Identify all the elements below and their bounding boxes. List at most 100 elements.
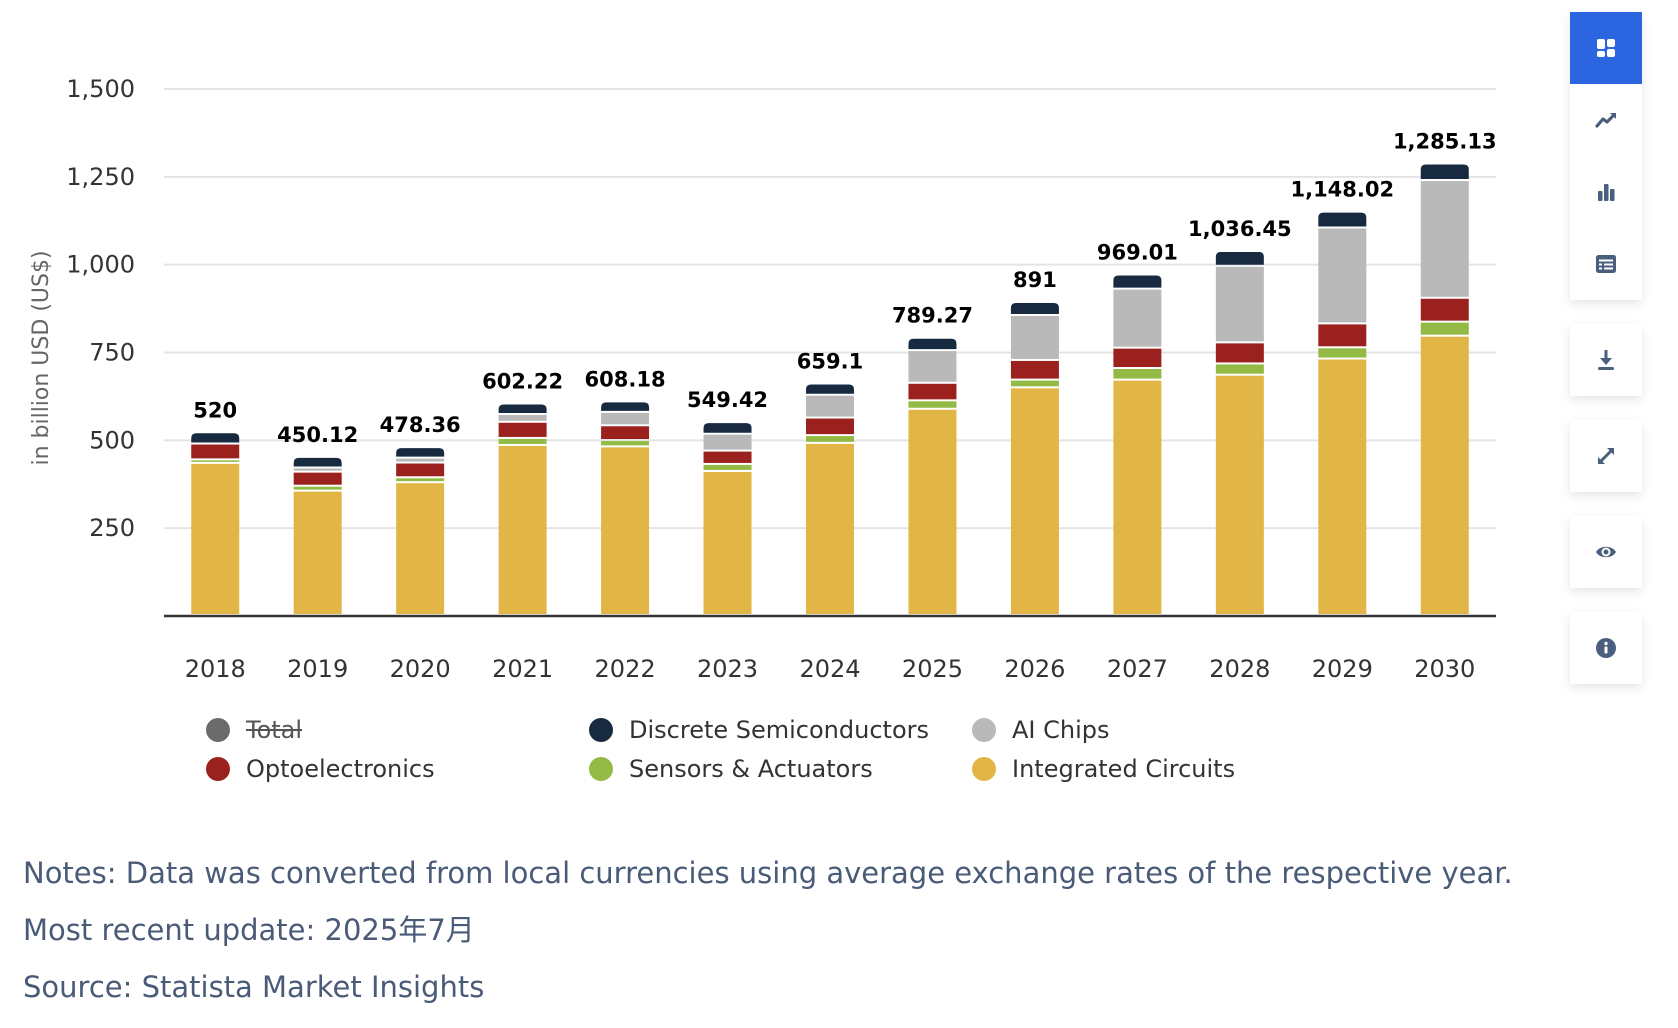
legend-item-optoelectronics[interactable]: Optoelectronics [206, 752, 435, 786]
bar-stack-2025[interactable] [908, 338, 957, 614]
bar-segment-ai-chips[interactable] [601, 412, 650, 425]
y-axis-label: in billion USD (US$) [29, 250, 54, 465]
bar-stack-2027[interactable] [1113, 275, 1162, 614]
bar-segment-integrated-circuits[interactable] [498, 445, 547, 614]
bar-segment-integrated-circuits[interactable] [191, 463, 240, 614]
bar-stack-2019[interactable] [293, 457, 342, 614]
bar-segment-optoelectronics[interactable] [601, 426, 650, 440]
bar-segment-discrete-semiconductors[interactable] [806, 384, 854, 394]
bar-segment-ai-chips[interactable] [703, 434, 752, 450]
bar-segment-integrated-circuits[interactable] [908, 409, 957, 614]
bar-segment-sensors-actuators[interactable] [1318, 348, 1367, 358]
bar-segment-discrete-semiconductors[interactable] [498, 404, 547, 414]
bar-segment-optoelectronics[interactable] [396, 463, 445, 477]
bar-segment-optoelectronics[interactable] [191, 444, 240, 459]
preview-button[interactable] [1570, 516, 1642, 588]
dashboard-view-button[interactable] [1570, 12, 1642, 84]
bar-segment-discrete-semiconductors[interactable] [1215, 252, 1264, 265]
bar-segment-discrete-semiconductors[interactable] [396, 448, 445, 457]
total-data-label: 1,148.02 [1290, 178, 1394, 202]
x-tick-label: 2025 [902, 655, 963, 683]
stacked-bar-chart: 250 500 750 1,000 1,250 1,500 in billion USD … [29, 75, 1497, 683]
bar-segment-discrete-semiconductors[interactable] [908, 338, 957, 350]
bar-segment-sensors-actuators[interactable] [1215, 364, 1264, 374]
bar-segment-integrated-circuits[interactable] [396, 483, 445, 614]
bar-segment-optoelectronics[interactable] [1318, 324, 1367, 347]
bar-segment-sensors-actuators[interactable] [806, 436, 854, 442]
bar-segment-discrete-semiconductors[interactable] [1318, 212, 1367, 227]
bar-stack-2020[interactable] [396, 448, 445, 614]
bar-segment-integrated-circuits[interactable] [1113, 380, 1162, 614]
legend-item-ai-chips[interactable]: AI Chips [972, 713, 1110, 747]
bar-segment-discrete-semiconductors[interactable] [191, 433, 240, 443]
bar-segment-ai-chips[interactable] [1010, 315, 1059, 359]
bar-stack-2030[interactable] [1420, 164, 1469, 614]
bar-segment-integrated-circuits[interactable] [601, 447, 650, 614]
bar-segment-integrated-circuits[interactable] [293, 491, 342, 614]
bar-segment-optoelectronics[interactable] [703, 451, 752, 463]
bar-stack-2018[interactable] [191, 433, 240, 614]
total-data-label: 1,036.45 [1188, 217, 1292, 241]
bar-segment-discrete-semiconductors[interactable] [1420, 164, 1469, 180]
bar-segment-discrete-semiconductors[interactable] [1010, 302, 1059, 314]
fullscreen-button[interactable] [1570, 420, 1642, 492]
bar-segment-integrated-circuits[interactable] [703, 471, 752, 614]
bar-segment-ai-chips[interactable] [1420, 181, 1469, 297]
bar-segment-optoelectronics[interactable] [806, 418, 854, 435]
line-chart-view-button[interactable] [1570, 84, 1642, 156]
bar-segment-discrete-semiconductors[interactable] [1113, 275, 1162, 288]
legend-item-discrete-semiconductors[interactable]: Discrete Semiconductors [589, 713, 929, 747]
download-button[interactable] [1570, 324, 1642, 396]
bar-chart-view-button[interactable] [1570, 156, 1642, 228]
bar-segment-sensors-actuators[interactable] [1420, 322, 1469, 335]
bar-segment-ai-chips[interactable] [908, 351, 957, 382]
bar-segment-discrete-semiconductors[interactable] [601, 402, 650, 411]
bar-segment-ai-chips[interactable] [396, 458, 445, 462]
fullscreen-toolbar [1570, 420, 1642, 492]
bar-segment-ai-chips[interactable] [1215, 266, 1264, 342]
total-data-label: 602.22 [482, 369, 563, 393]
bar-stack-2029[interactable] [1318, 212, 1367, 614]
legend-item-integrated-circuits[interactable]: Integrated Circuits [972, 752, 1235, 786]
info-button[interactable] [1570, 612, 1642, 684]
bar-segment-sensors-actuators[interactable] [1010, 380, 1059, 387]
total-data-label: 1,285.13 [1393, 129, 1497, 153]
bar-segment-ai-chips[interactable] [806, 395, 854, 417]
bar-segment-sensors-actuators[interactable] [703, 464, 752, 470]
bar-segment-optoelectronics[interactable] [1113, 348, 1162, 368]
bar-segment-discrete-semiconductors[interactable] [703, 423, 752, 433]
bar-segment-ai-chips[interactable] [1318, 228, 1367, 323]
bar-segment-sensors-actuators[interactable] [191, 460, 240, 462]
bar-segment-ai-chips[interactable] [293, 468, 342, 471]
bar-segment-integrated-circuits[interactable] [1215, 375, 1264, 614]
legend-item-sensors-actuators[interactable]: Sensors & Actuators [589, 752, 873, 786]
bar-segment-integrated-circuits[interactable] [1010, 388, 1059, 614]
bar-segment-ai-chips[interactable] [498, 415, 547, 421]
bar-segment-sensors-actuators[interactable] [293, 486, 342, 490]
bar-segment-sensors-actuators[interactable] [1113, 369, 1162, 379]
bar-segment-optoelectronics[interactable] [1420, 298, 1469, 321]
bar-segment-ai-chips[interactable] [1113, 289, 1162, 347]
table-view-button[interactable] [1570, 228, 1642, 300]
legend-item-total[interactable]: Total [206, 713, 302, 747]
bar-segment-optoelectronics[interactable] [293, 472, 342, 485]
bar-segment-optoelectronics[interactable] [498, 422, 547, 437]
bar-stack-2023[interactable] [703, 423, 752, 614]
bar-segment-optoelectronics[interactable] [1010, 360, 1059, 379]
bar-stack-2024[interactable] [806, 384, 854, 614]
bar-segment-optoelectronics[interactable] [1215, 343, 1264, 363]
bar-stack-2021[interactable] [498, 404, 547, 614]
bar-segment-sensors-actuators[interactable] [601, 441, 650, 446]
y-tick-label: 500 [89, 426, 135, 454]
bar-stack-2026[interactable] [1010, 302, 1059, 614]
bar-stack-2022[interactable] [601, 402, 650, 614]
bar-segment-optoelectronics[interactable] [908, 383, 957, 400]
bar-segment-discrete-semiconductors[interactable] [293, 457, 342, 467]
bar-segment-sensors-actuators[interactable] [908, 401, 957, 408]
bar-segment-integrated-circuits[interactable] [1420, 336, 1469, 614]
bar-segment-integrated-circuits[interactable] [806, 443, 854, 614]
bar-segment-sensors-actuators[interactable] [396, 478, 445, 482]
bar-segment-sensors-actuators[interactable] [498, 438, 547, 444]
bar-segment-integrated-circuits[interactable] [1318, 359, 1367, 614]
bar-stack-2028[interactable] [1215, 252, 1264, 614]
